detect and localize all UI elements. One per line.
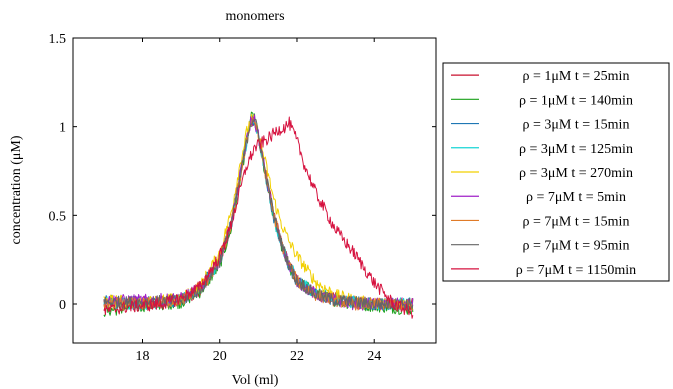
- y-axis-label: concentration (μM): [9, 135, 24, 244]
- series-line-0: [103, 115, 414, 311]
- legend-label-7: ρ = 7μM t = 95min: [523, 239, 630, 254]
- series-line-3: [103, 115, 414, 311]
- legend-box: [442, 62, 670, 282]
- chart-title: monomers: [225, 9, 284, 24]
- legend-label-6: ρ = 7μM t = 15min: [523, 214, 630, 229]
- y-tick-label-2: 1: [59, 121, 66, 136]
- y-tick-label-0: 0: [59, 298, 66, 313]
- legend-label-5: ρ = 7μM t = 5min: [526, 190, 626, 205]
- legend-label-2: ρ = 3μM t = 15min: [523, 118, 630, 133]
- x-tick-label-1: 20: [213, 349, 227, 364]
- y-tick-label-1: 0.5: [49, 209, 67, 224]
- series-line-8: [103, 116, 414, 319]
- legend-label-1: ρ = 1μM t = 140min: [519, 93, 633, 108]
- x-tick-label-2: 22: [290, 349, 304, 364]
- legend-label-3: ρ = 3μM t = 125min: [519, 142, 633, 157]
- series-group: [103, 111, 414, 319]
- legend: ρ = 1μM t = 25min ρ = 1μM t = 140min ρ = 3…: [442, 62, 670, 282]
- series-line-6: [103, 117, 414, 311]
- x-tick-label-0: 18: [136, 349, 150, 364]
- legend-label-4: ρ = 3μM t = 270min: [519, 166, 633, 181]
- x-tick-label-3: 24: [367, 349, 381, 364]
- x-axis-label: Vol (ml): [232, 373, 279, 388]
- series-line-4: [103, 114, 414, 311]
- legend-label-8: ρ = 7μM t = 1150min: [516, 263, 636, 278]
- legend-label-0: ρ = 1μM t = 25min: [523, 69, 630, 84]
- series-line-2: [103, 115, 414, 311]
- y-tick-label-3: 1.5: [49, 32, 67, 47]
- series-line-7: [103, 118, 414, 311]
- series-line-5: [103, 114, 414, 311]
- series-line-1: [103, 111, 414, 317]
- axes-group: 18 20 22 24 0 0.5 1 1.5: [49, 32, 436, 364]
- plot-frame: [72, 37, 437, 344]
